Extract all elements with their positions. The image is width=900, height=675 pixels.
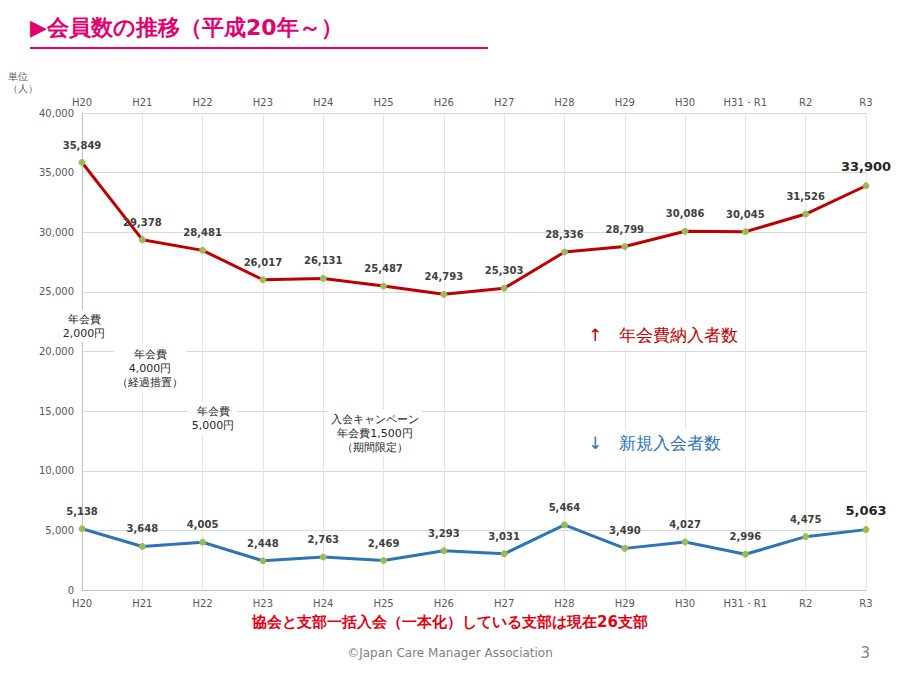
svg-text:R3: R3 xyxy=(859,598,872,609)
svg-text:H20: H20 xyxy=(72,598,92,609)
svg-text:H22: H22 xyxy=(192,598,212,609)
svg-text:R3: R3 xyxy=(859,97,872,108)
svg-text:3,490: 3,490 xyxy=(609,525,641,536)
svg-text:2,763: 2,763 xyxy=(307,534,339,545)
svg-text:↑ 年会費納入者数: ↑ 年会費納入者数 xyxy=(588,325,738,345)
svg-text:H26: H26 xyxy=(434,598,454,609)
svg-text:（人）: （人） xyxy=(8,83,38,94)
svg-text:H25: H25 xyxy=(373,598,393,609)
svg-text:H29: H29 xyxy=(615,97,635,108)
svg-text:H21: H21 xyxy=(132,97,152,108)
svg-text:年会費: 年会費 xyxy=(68,313,101,326)
svg-text:©Japan Care Manager Associatio: ©Japan Care Manager Association xyxy=(347,646,553,660)
svg-text:5,464: 5,464 xyxy=(549,502,581,513)
svg-text:R2: R2 xyxy=(799,598,812,609)
svg-text:30,086: 30,086 xyxy=(666,208,705,219)
svg-text:35,849: 35,849 xyxy=(63,140,102,151)
svg-text:25,000: 25,000 xyxy=(39,286,74,297)
svg-text:4,000円: 4,000円 xyxy=(129,362,172,375)
svg-text:（期間限定）: （期間限定） xyxy=(342,441,408,454)
svg-text:28,336: 28,336 xyxy=(545,229,584,240)
svg-text:30,000: 30,000 xyxy=(39,227,74,238)
svg-text:4,005: 4,005 xyxy=(187,519,219,530)
svg-text:▶会員数の推移（平成20年～）: ▶会員数の推移（平成20年～） xyxy=(30,15,343,40)
svg-text:5,138: 5,138 xyxy=(66,506,98,517)
svg-text:2,000円: 2,000円 xyxy=(63,327,106,340)
svg-text:（経過措置）: （経過措置） xyxy=(117,376,183,389)
svg-text:H23: H23 xyxy=(253,598,273,609)
svg-text:25,487: 25,487 xyxy=(364,263,403,274)
svg-text:H30: H30 xyxy=(675,598,695,609)
svg-text:25,303: 25,303 xyxy=(485,265,524,276)
svg-text:R2: R2 xyxy=(799,97,812,108)
svg-text:28,799: 28,799 xyxy=(605,224,644,235)
svg-text:H20: H20 xyxy=(72,97,92,108)
svg-text:3,293: 3,293 xyxy=(428,528,460,539)
svg-text:35,000: 35,000 xyxy=(39,167,74,178)
svg-text:H28: H28 xyxy=(554,598,574,609)
svg-text:3: 3 xyxy=(860,644,870,662)
svg-text:2,469: 2,469 xyxy=(368,538,400,549)
svg-text:H22: H22 xyxy=(192,97,212,108)
svg-text:33,900: 33,900 xyxy=(841,159,891,174)
svg-text:H24: H24 xyxy=(313,598,333,609)
svg-text:H26: H26 xyxy=(434,97,454,108)
svg-text:2,448: 2,448 xyxy=(247,538,279,549)
svg-text:協会と支部一括入会（一本化）している支部は現在26支部: 協会と支部一括入会（一本化）している支部は現在26支部 xyxy=(251,613,648,631)
svg-text:3,031: 3,031 xyxy=(488,531,520,542)
svg-text:H29: H29 xyxy=(615,598,635,609)
svg-text:年会費: 年会費 xyxy=(197,405,230,418)
svg-text:4,475: 4,475 xyxy=(790,514,822,525)
svg-text:↓ 新規入会者数: ↓ 新規入会者数 xyxy=(588,433,721,453)
svg-text:26,131: 26,131 xyxy=(304,255,343,266)
svg-text:2,996: 2,996 xyxy=(730,531,762,542)
svg-text:単位: 単位 xyxy=(8,71,28,82)
svg-text:40,000: 40,000 xyxy=(39,108,74,119)
svg-text:H31・R1: H31・R1 xyxy=(724,97,768,108)
svg-text:入会キャンペーン: 入会キャンペーン xyxy=(331,413,419,426)
svg-text:H24: H24 xyxy=(313,97,333,108)
svg-text:H27: H27 xyxy=(494,97,514,108)
svg-text:H23: H23 xyxy=(253,97,273,108)
svg-text:26,017: 26,017 xyxy=(244,257,283,268)
svg-text:H31・R1: H31・R1 xyxy=(724,598,768,609)
svg-text:24,793: 24,793 xyxy=(425,271,464,282)
svg-text:20,000: 20,000 xyxy=(39,346,74,357)
svg-text:28,481: 28,481 xyxy=(183,227,222,238)
svg-text:0: 0 xyxy=(68,585,74,596)
svg-text:年会費: 年会費 xyxy=(134,348,167,361)
svg-text:H21: H21 xyxy=(132,598,152,609)
svg-text:31,526: 31,526 xyxy=(786,191,825,202)
svg-text:5,000: 5,000 xyxy=(45,525,74,536)
svg-text:年会費1,500円: 年会費1,500円 xyxy=(337,427,413,440)
svg-text:H28: H28 xyxy=(554,97,574,108)
svg-text:3,648: 3,648 xyxy=(126,523,158,534)
svg-text:10,000: 10,000 xyxy=(39,465,74,476)
svg-text:H27: H27 xyxy=(494,598,514,609)
svg-text:15,000: 15,000 xyxy=(39,406,74,417)
svg-text:H30: H30 xyxy=(675,97,695,108)
svg-text:H25: H25 xyxy=(373,97,393,108)
svg-text:29,378: 29,378 xyxy=(123,217,162,228)
svg-text:30,045: 30,045 xyxy=(726,209,765,220)
svg-text:5,063: 5,063 xyxy=(845,503,886,518)
svg-text:5,000円: 5,000円 xyxy=(192,419,235,432)
svg-text:4,027: 4,027 xyxy=(669,519,701,530)
